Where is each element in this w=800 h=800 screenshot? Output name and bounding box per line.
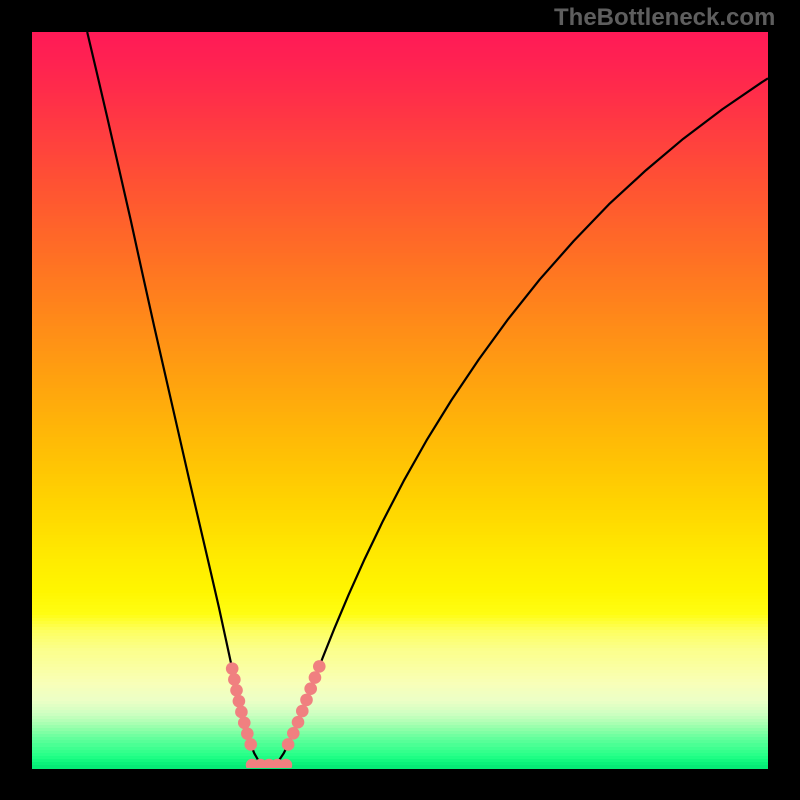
- valley-marker-right: [282, 660, 326, 751]
- watermark-text: TheBottleneck.com: [554, 4, 775, 32]
- bottleneck-curve: [87, 32, 768, 765]
- plot-overlay-svg: [0, 0, 800, 800]
- valley-marker-left: [226, 662, 257, 750]
- valley-marker-bottom: [246, 759, 292, 772]
